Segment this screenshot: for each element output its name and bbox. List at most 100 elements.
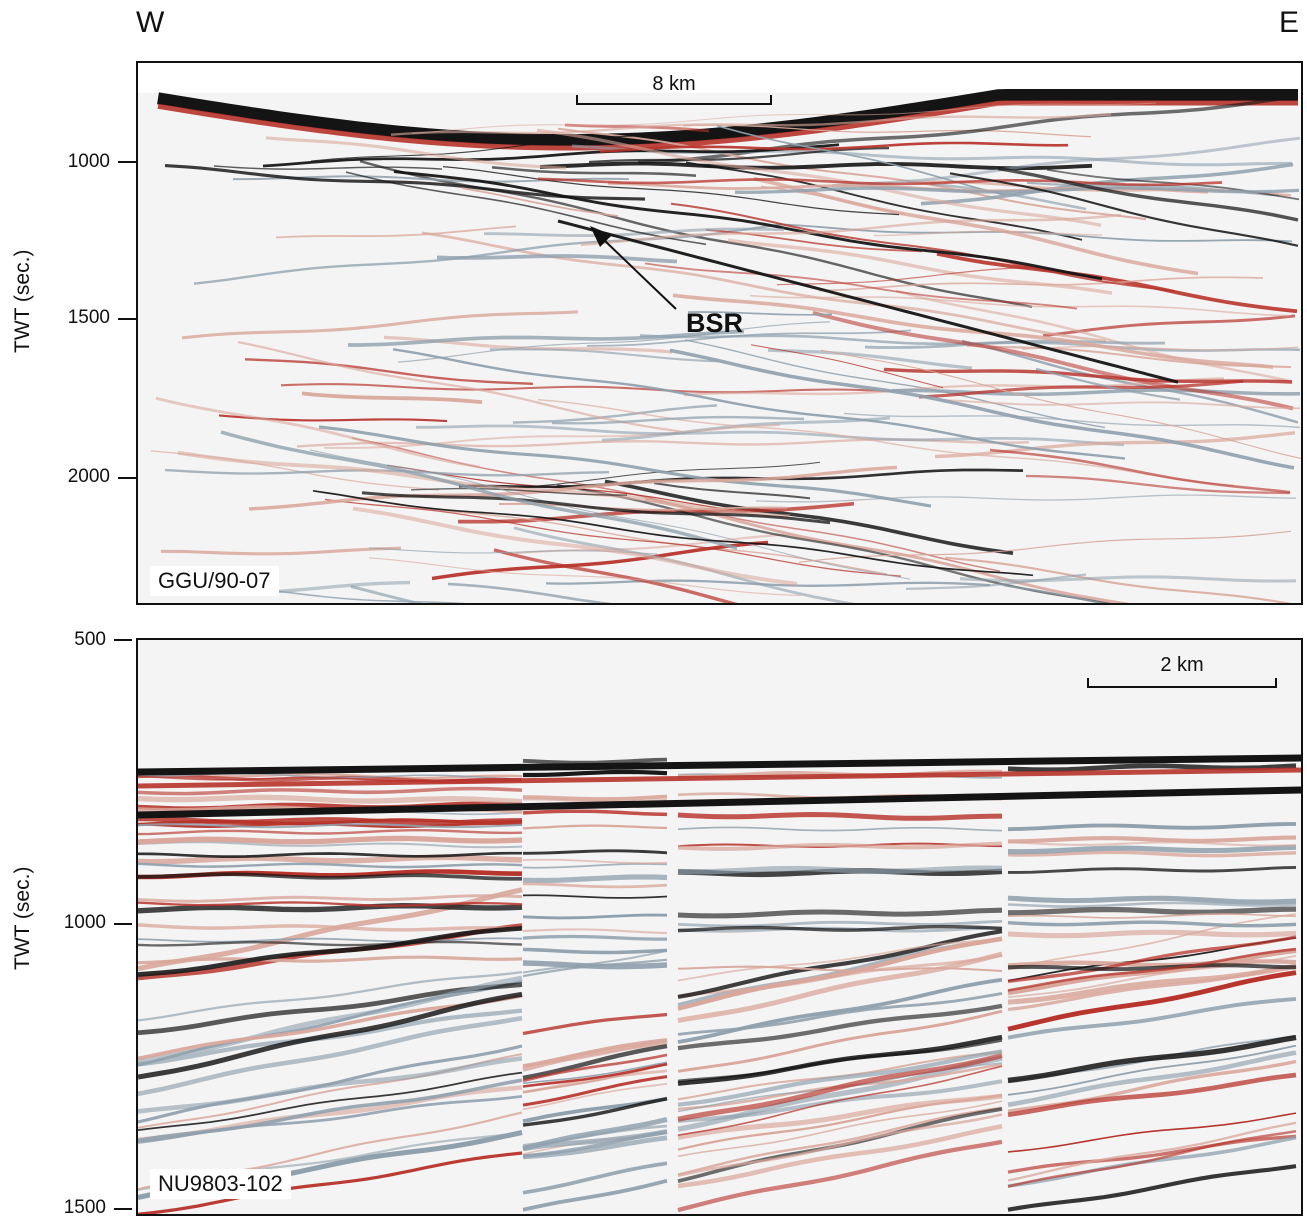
seismic-image-top: [138, 63, 1301, 603]
reflector-bottom: [1007, 850, 1297, 858]
reflector-bottom: [138, 903, 523, 914]
bottom-tick-500: 500: [74, 629, 106, 650]
reflector-bottom: [522, 1097, 668, 1127]
reflector-top: [1042, 314, 1296, 338]
reflector-bottom: [522, 1061, 668, 1085]
compass-west-label: W: [136, 6, 165, 39]
reflector-top: [989, 448, 1291, 494]
reflector-top: [160, 546, 402, 556]
reflector-bottom: [523, 769, 668, 778]
reflector-top: [512, 404, 718, 424]
reflector-top: [545, 579, 991, 587]
reflector-bottom: [1007, 844, 1297, 855]
reflector-top: [265, 136, 567, 170]
reflector-top: [767, 348, 973, 370]
bottom-tick-mark-1500: [114, 1208, 132, 1210]
reflector-top: [1035, 367, 1181, 401]
reflector-top: [164, 164, 646, 201]
reflector-bottom: [1007, 963, 1297, 972]
reflector-bottom: [522, 1129, 668, 1152]
reflector-bottom: [138, 894, 523, 903]
reflector-top: [213, 165, 443, 170]
reflector-top: [586, 329, 912, 347]
reflector-bottom: [138, 901, 523, 907]
reflector-bottom: [138, 818, 523, 827]
reflector-top: [944, 556, 1292, 603]
reflector-bottom: [1007, 822, 1297, 832]
reflector-top: [155, 396, 481, 469]
reflector-bottom: [138, 955, 523, 965]
top-axis-title: TWT (sec.): [11, 249, 34, 353]
reflector-bottom: [138, 1151, 523, 1214]
reflector-top: [193, 223, 783, 285]
reflector-bottom: [138, 925, 523, 977]
seismic-image-bottom: [138, 754, 1301, 1214]
reflector-bottom: [1007, 1034, 1297, 1084]
reflector-top: [749, 294, 1291, 317]
reflector-top: [312, 489, 1034, 577]
reflector-top: [461, 187, 619, 217]
reflector-top: [220, 430, 738, 550]
reflector-bottom: [677, 1100, 1003, 1158]
reflector-bottom: [522, 1062, 668, 1088]
top-tick-mark-2000: [118, 477, 136, 479]
reflector-bottom: [138, 1056, 523, 1114]
reflector-top: [776, 266, 1030, 286]
reflector-bottom: [677, 1003, 1003, 1051]
reflector-bottom: [1007, 1121, 1297, 1182]
reflector-bottom: [138, 1071, 523, 1131]
bottom-scale-label: 2 km: [1160, 654, 1204, 676]
reflector-bottom: [138, 828, 523, 836]
reflector-top: [498, 502, 788, 511]
top-scale-label: 8 km: [652, 73, 696, 95]
top-tick-1000: 1000: [67, 151, 110, 172]
reflector-bottom: [1007, 906, 1297, 916]
reflector-top: [421, 231, 1107, 343]
reflector-top: [392, 348, 1126, 460]
reflector-bottom: [1007, 1135, 1297, 1188]
reflector-bottom: [522, 1053, 668, 1083]
reflector-top: [820, 349, 1301, 460]
reflector-bottom: [138, 1078, 523, 1143]
reflector-top: [442, 165, 900, 216]
reflector-bottom: [677, 929, 1003, 999]
reflector-top: [588, 146, 890, 164]
reflector-bottom: [677, 1094, 1003, 1151]
bottom-tick-mark-500: [114, 639, 132, 641]
reflector-bottom: [138, 835, 523, 845]
reflector-bottom: [1007, 1130, 1297, 1188]
reflector-bottom: [1007, 959, 1297, 968]
reflector-bottom: [138, 970, 523, 1022]
reflector-top: [177, 450, 791, 519]
reflector-top: [237, 340, 683, 433]
reflector-bottom: [1007, 1044, 1297, 1096]
reflector-top: [536, 128, 1102, 227]
reflector-top: [684, 339, 1106, 429]
reflector-top: [390, 113, 1112, 136]
reflector-top: [458, 501, 855, 524]
reflector-bottom: [522, 809, 668, 817]
seismic-section-bottom: 2 km NU9803-102: [136, 638, 1303, 1216]
reflector-bottom: [677, 924, 1003, 933]
reflector-top: [301, 391, 483, 405]
reflector-top: [670, 202, 1176, 293]
reflector-top: [843, 412, 1301, 429]
reflector-bottom: [677, 1106, 1003, 1176]
reflector-top: [891, 388, 1301, 397]
reflector-top: [310, 135, 636, 162]
reflector-top: [727, 238, 1113, 295]
reflector-bottom: [138, 862, 523, 869]
reflector-top: [949, 172, 1299, 247]
red-reflector-bottom: [138, 767, 1301, 789]
reflector-top: [484, 227, 785, 238]
reflector-bottom: [138, 872, 522, 881]
reflector-bottom: [522, 1083, 668, 1111]
reflector-top: [280, 383, 894, 394]
reflector-bottom: [1007, 1112, 1297, 1153]
reflector-top: [493, 548, 738, 603]
top-tick-2000: 2000: [67, 466, 110, 487]
reflector-bottom: [522, 1117, 668, 1152]
reflector-bottom: [677, 937, 1003, 982]
reflector-bottom: [677, 826, 1003, 832]
reflector-bottom: [677, 1039, 1003, 1083]
